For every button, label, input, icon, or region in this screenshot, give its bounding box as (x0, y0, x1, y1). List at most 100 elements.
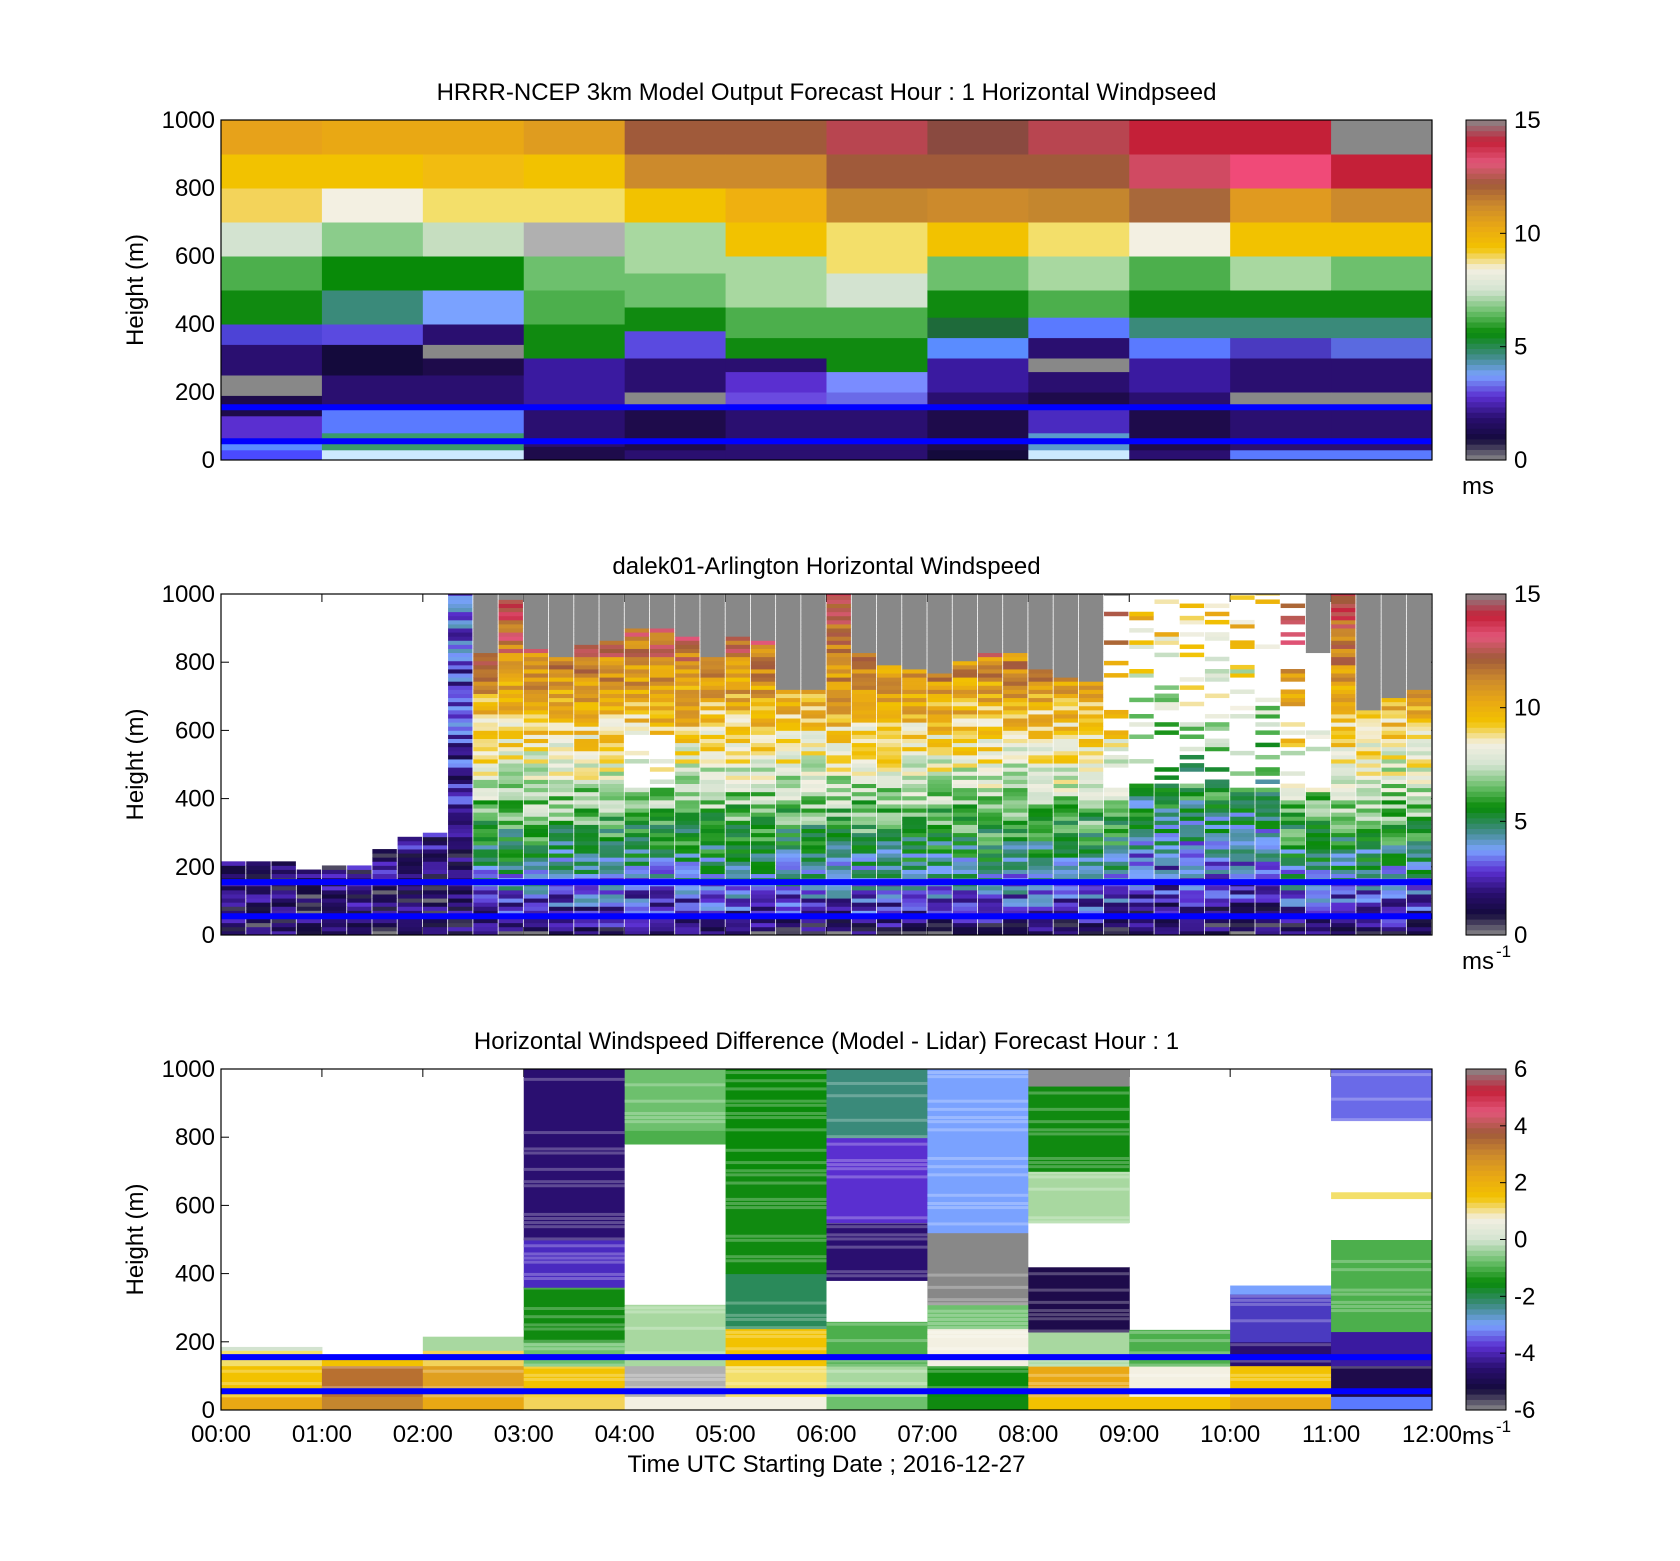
lidar-cell (902, 889, 927, 895)
lidar-cell (1129, 873, 1154, 879)
colorbar-swatch (1466, 775, 1506, 782)
lidar-cell (776, 812, 801, 817)
colorbar-swatch (1466, 609, 1506, 616)
x-tick-label: 08:00 (998, 1421, 1058, 1448)
difference-cell (624, 1144, 727, 1305)
lidar-cell (1154, 816, 1179, 821)
lidar-cell (725, 787, 751, 793)
lidar-cell (1003, 861, 1028, 866)
lidar-cell (700, 730, 725, 735)
lidar-cell (523, 714, 549, 719)
lidar-cell (1331, 857, 1356, 862)
lidar-cell (523, 734, 549, 739)
lidar-cell (725, 664, 751, 670)
lidar-cell (1331, 840, 1356, 846)
colorbar-swatch (1466, 743, 1506, 750)
lidar-cell (700, 738, 725, 744)
lidar-cell (851, 689, 877, 694)
lidar-cell (523, 812, 549, 817)
lidar-cell (1078, 783, 1104, 789)
lidar-cell (675, 656, 700, 662)
lidar-cell (473, 595, 498, 600)
lidar-cell (851, 750, 877, 756)
lidar-cell (1179, 799, 1205, 805)
lidar-cell (1179, 734, 1205, 739)
lidar-cell (1356, 632, 1381, 637)
difference-stripe (826, 1118, 928, 1122)
lidar-cell (801, 861, 826, 866)
lidar-cell (1104, 730, 1129, 735)
lidar-cell (372, 889, 397, 895)
lidar-cell (1406, 689, 1432, 694)
lidar-cell (725, 783, 751, 789)
lidar-cell (977, 722, 1003, 727)
lidar-cell (448, 701, 473, 707)
difference-stripe (725, 1116, 827, 1120)
lidar-cell (422, 889, 448, 895)
model-cell (725, 154, 827, 189)
model-cell (422, 256, 525, 291)
colorbar-swatch (1466, 1330, 1506, 1337)
lidar-cell (952, 722, 978, 727)
lidar-cell (700, 705, 725, 711)
lidar-cell (725, 832, 751, 838)
lidar-cell (599, 660, 624, 666)
lidar-cell (473, 746, 498, 752)
lidar-cell (675, 759, 700, 764)
lidar-cell (1381, 722, 1406, 727)
lidar-cell (1331, 832, 1356, 838)
colorbar-swatch (1466, 1106, 1506, 1113)
lidar-cell (876, 865, 902, 870)
lidar-cell (851, 619, 877, 625)
lidar-cell (776, 828, 801, 834)
lidar-cell (826, 705, 851, 711)
lidar-cell (700, 771, 725, 776)
lidar-cell (498, 853, 523, 858)
lidar-cell (523, 689, 549, 694)
lidar-cell (876, 902, 902, 907)
lidar-cell (397, 906, 423, 911)
model-cell (321, 449, 424, 461)
lidar-cell (1331, 820, 1356, 825)
colorbar-swatch (1466, 1228, 1506, 1235)
lidar-cell (826, 930, 851, 936)
lidar-cell (776, 734, 801, 739)
colorbar-swatch (1466, 1143, 1506, 1150)
lidar-cell (599, 898, 624, 903)
lidar-cell (347, 869, 372, 875)
lidar-cell (649, 681, 675, 686)
lidar-cell (902, 820, 927, 825)
lidar-cell (977, 746, 1003, 752)
lidar-cell (548, 652, 574, 658)
lidar-cell (927, 930, 952, 936)
lidar-cell (649, 824, 675, 830)
lidar-cell (977, 795, 1003, 801)
lidar-cell (952, 730, 978, 735)
lidar-cell (902, 705, 927, 711)
lidar-cell (1078, 902, 1104, 907)
lidar-cell (523, 865, 549, 870)
lidar-cell (1406, 652, 1432, 658)
lidar-cell (548, 808, 574, 813)
lidar-cell (649, 898, 675, 903)
lidar-cell (271, 889, 296, 895)
colorbar-swatch (1466, 871, 1506, 877)
lidar-cell (498, 594, 523, 596)
model-cell (826, 273, 928, 308)
lidar-cell (498, 795, 523, 801)
colorbar-swatch (1466, 828, 1506, 835)
lidar-cell (246, 922, 271, 928)
lidar-cell (927, 840, 952, 846)
lidar-cell (725, 685, 751, 690)
lidar-cell (977, 767, 1003, 772)
model-cell (725, 120, 827, 155)
lidar-cell (977, 902, 1003, 907)
lidar-cell (296, 898, 322, 903)
model-cell (1230, 256, 1332, 291)
lidar-cell (1028, 734, 1053, 739)
lidar-cell (1003, 783, 1028, 789)
lidar-cell (1154, 730, 1179, 735)
lidar-cell (574, 599, 599, 604)
colorbar-swatch (1466, 1351, 1506, 1358)
lidar-cell (977, 804, 1003, 809)
